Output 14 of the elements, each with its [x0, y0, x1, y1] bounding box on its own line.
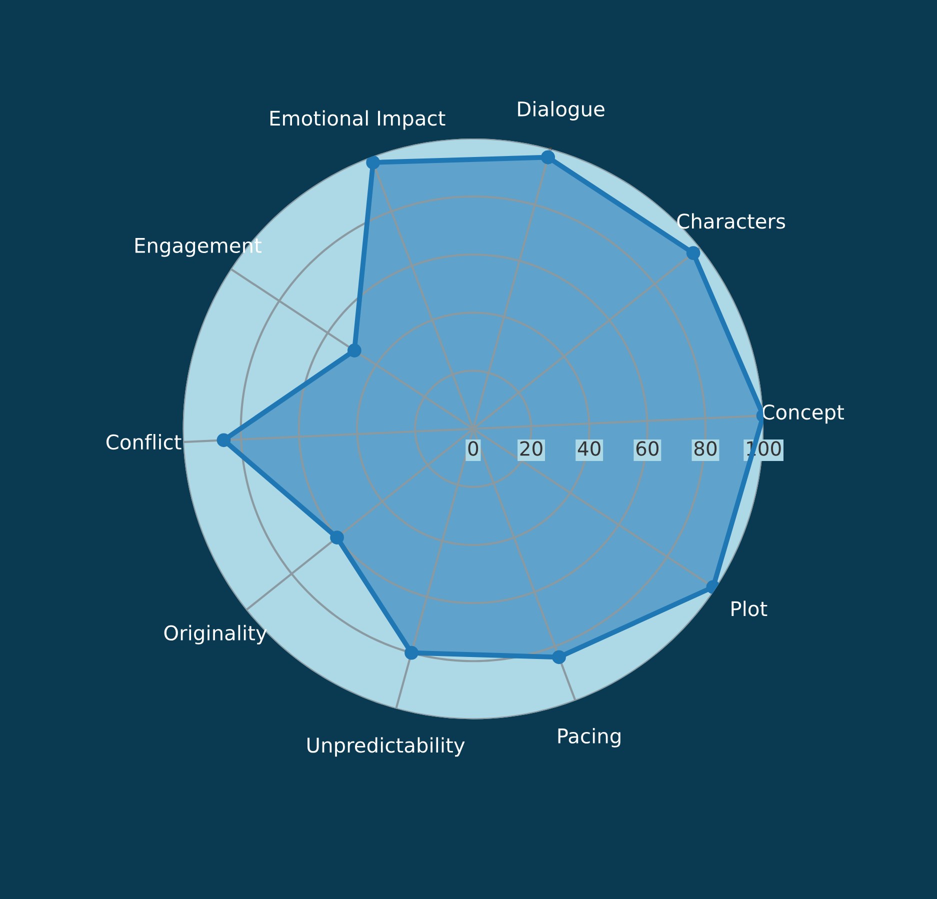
- spoke-label: Plot: [732, 600, 768, 616]
- spoke-label: Concept: [762, 404, 844, 424]
- spoke-label: Conflict: [106, 434, 182, 450]
- y-tick-label: 80: [694, 441, 717, 456]
- y-tick-label: 20: [520, 441, 542, 456]
- spoke-label: Dialogue: [518, 100, 604, 120]
- spoke-label: Characters: [677, 213, 786, 229]
- spoke-label: Emotional Impact: [270, 110, 446, 130]
- spoke-label: Unpredictability: [308, 737, 465, 757]
- spoke-label: Originality: [164, 624, 267, 644]
- y-tick-label: 60: [636, 441, 658, 456]
- y-tick-label: 0: [468, 441, 478, 456]
- spoke-label: Pacing: [558, 728, 620, 748]
- y-tick-label: 40: [578, 441, 600, 456]
